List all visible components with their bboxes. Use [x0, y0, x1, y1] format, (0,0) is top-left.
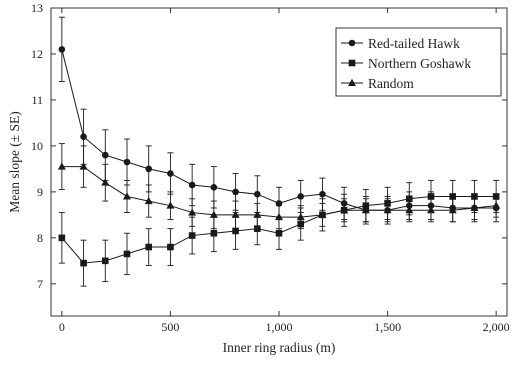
data-point-circle [405, 202, 413, 209]
legend-label: Random [368, 76, 414, 91]
data-point-circle [297, 193, 305, 200]
data-point-circle [253, 190, 261, 198]
data-point-triangle [492, 201, 501, 209]
data-point-triangle [383, 206, 392, 214]
data-point-square [297, 220, 305, 228]
x-tick-label: 500 [161, 320, 179, 334]
data-point-square [123, 250, 131, 258]
data-point-square [275, 229, 283, 237]
data-point-square [232, 227, 239, 235]
legend-label: Red-tailed Hawk [368, 36, 460, 51]
y-tick-label: 9 [37, 185, 43, 199]
data-point-triangle [188, 208, 197, 216]
data-point-circle [123, 158, 131, 166]
legend-label: Northern Goshawk [368, 56, 471, 71]
data-point-triangle [79, 162, 88, 170]
data-point-square [471, 193, 478, 200]
data-point-square [188, 232, 196, 239]
data-point-triangle [448, 206, 457, 214]
data-point-circle [319, 190, 326, 198]
data-point-square [362, 202, 370, 209]
data-point-triangle [123, 192, 131, 200]
axis-ticks: 0 500 1,000 1,500 2,000 7 8 9 10 11 12 13 [31, 1, 510, 334]
data-point-square [492, 193, 500, 200]
data-point-triangle [318, 210, 327, 218]
data-point-square [58, 234, 66, 242]
data-point-square [427, 193, 435, 200]
data-point-triangle [340, 206, 349, 214]
data-point-square [449, 193, 457, 200]
data-point-circle [340, 200, 348, 207]
y-axis-title: Mean slope (± SE) [7, 111, 22, 213]
data-point-circle [167, 170, 174, 177]
data-point-triangle [470, 203, 479, 211]
data-point-triangle [253, 210, 262, 218]
y-tick-label: 11 [31, 93, 43, 107]
data-point-square [384, 200, 391, 207]
data-point-triangle [209, 210, 218, 218]
x-tick-label: 2,000 [483, 320, 510, 334]
x-tick-label: 1,500 [374, 320, 401, 334]
data-point-circle [275, 200, 283, 207]
y-tick-label: 12 [31, 47, 43, 61]
x-axis-title: Inner ring radius (m) [223, 340, 336, 355]
data-point-triangle [144, 196, 153, 205]
data-point-triangle [101, 178, 110, 186]
data-point-circle [101, 151, 109, 159]
legend-marker [348, 59, 356, 67]
data-point-square [405, 195, 413, 203]
y-tick-label: 13 [31, 1, 43, 15]
data-point-triangle [275, 212, 283, 221]
data-point-triangle [166, 201, 175, 209]
data-point-circle [145, 165, 153, 173]
data-point-triangle [405, 206, 414, 214]
data-point-circle [232, 188, 239, 196]
y-tick-label: 7 [37, 277, 43, 291]
data-point-square [101, 257, 109, 265]
y-tick-label: 8 [37, 231, 43, 245]
legend-box [335, 27, 502, 97]
data-point-circle [188, 181, 196, 189]
x-tick-label: 0 [59, 320, 65, 334]
legend-marker [348, 39, 356, 47]
data-point-triangle [361, 206, 370, 214]
data-point-triangle [296, 212, 305, 221]
x-tick-label: 1,000 [266, 320, 293, 334]
data-point-square [210, 229, 218, 237]
data-point-circle [80, 133, 87, 141]
data-point-circle [427, 202, 435, 209]
data-point-square [167, 243, 174, 251]
data-point-square [253, 225, 261, 232]
legend: Red-tailed Hawk Northern Goshawk Random [335, 27, 502, 97]
y-tick-label: 10 [31, 139, 43, 153]
data-point-triangle [57, 162, 66, 170]
series-markers [57, 46, 501, 267]
data-point-triangle [231, 210, 240, 218]
data-point-square [80, 259, 87, 267]
data-point-circle [210, 183, 218, 191]
data-point-triangle [427, 206, 435, 214]
legend-marker [348, 78, 356, 86]
data-point-square [145, 243, 153, 251]
data-point-circle [58, 46, 66, 53]
